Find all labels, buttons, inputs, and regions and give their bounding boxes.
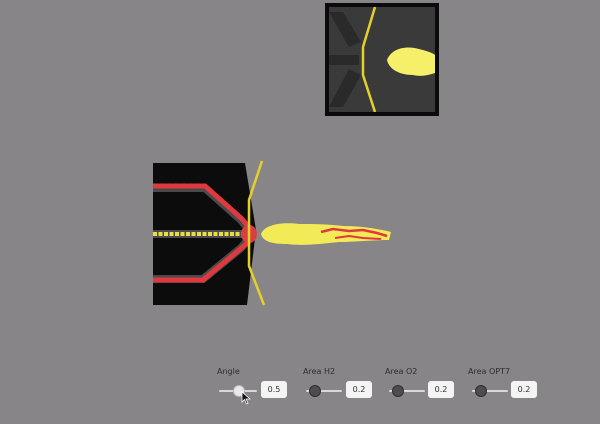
preview-lower-arm xyxy=(329,69,361,107)
area-opt7-value-input[interactable]: 0.2 xyxy=(511,381,537,398)
area-h2-value-input[interactable]: 0.2 xyxy=(346,381,372,398)
flame-streak-1 xyxy=(320,227,388,238)
preview-nozzle-drawing xyxy=(329,6,435,113)
control-area-o2: Area O2 0.2 xyxy=(385,367,461,401)
combustion-scene xyxy=(150,160,398,310)
area-opt7-slider[interactable] xyxy=(472,385,508,397)
area-h2-slider[interactable] xyxy=(306,385,342,397)
upper-fuel-stream xyxy=(150,183,256,235)
combustion-drawing xyxy=(150,160,391,306)
angle-value-input[interactable]: 0.5 xyxy=(261,381,287,398)
preview-lip xyxy=(361,6,377,113)
control-area-o2-label: Area O2 xyxy=(385,367,418,376)
lower-fuel-stream xyxy=(150,235,256,283)
preview-upper-arm xyxy=(329,12,361,47)
control-area-h2-label: Area H2 xyxy=(303,367,336,376)
area-o2-value-input[interactable]: 0.2 xyxy=(428,381,454,398)
slider-thumb[interactable] xyxy=(392,385,404,397)
slider-track xyxy=(389,390,425,392)
preview-center-arm xyxy=(329,55,359,65)
control-angle: Angle 0.5 xyxy=(217,367,293,405)
cursor-pointer-icon xyxy=(241,391,252,405)
slider-thumb[interactable] xyxy=(309,385,321,397)
control-area-h2: Area H2 0.2 xyxy=(303,367,379,401)
slider-thumb[interactable] xyxy=(475,385,487,397)
flame-streak-2 xyxy=(334,234,382,240)
control-angle-label: Angle xyxy=(217,367,240,376)
flame xyxy=(261,223,391,245)
slider-track xyxy=(472,390,508,392)
nozzle-lip xyxy=(247,160,266,306)
slider-track xyxy=(306,390,342,392)
control-area-opt7-label: Area OPT7 xyxy=(468,367,511,376)
preview-panel xyxy=(325,3,439,116)
preview-canvas xyxy=(329,6,435,113)
control-area-opt7: Area OPT7 0.2 xyxy=(468,367,544,401)
area-o2-slider[interactable] xyxy=(389,385,425,397)
preview-flame xyxy=(387,47,435,76)
